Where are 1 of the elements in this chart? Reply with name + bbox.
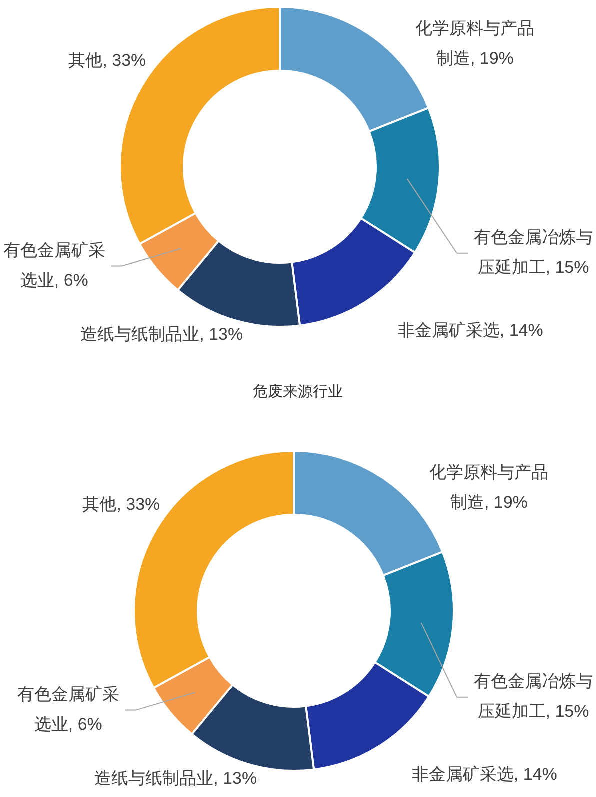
title: 危废来源行业 xyxy=(253,384,343,400)
